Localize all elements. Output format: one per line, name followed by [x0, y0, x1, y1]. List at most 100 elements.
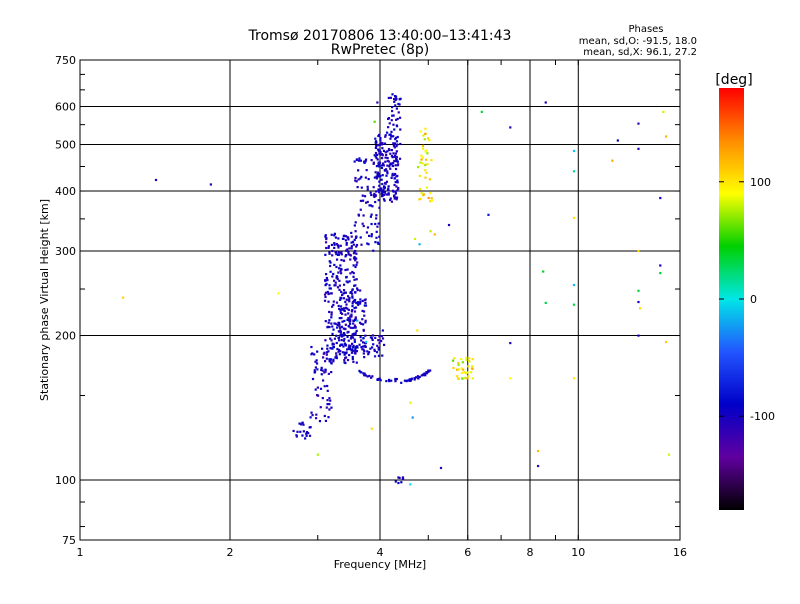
colorbar-tick-label: -100: [750, 410, 775, 423]
data-point: [354, 349, 357, 352]
data-point: [360, 186, 363, 189]
data-point: [346, 295, 350, 298]
data-point: [393, 100, 396, 103]
data-point: [398, 116, 402, 119]
data-point: [366, 188, 369, 191]
data-point: [340, 325, 344, 328]
data-point: [352, 345, 355, 349]
data-point: [367, 234, 371, 238]
data-point: [464, 376, 467, 380]
data-point: [341, 293, 344, 297]
data-point: [277, 292, 280, 295]
data-point: [368, 374, 371, 378]
data-point: [392, 152, 395, 155]
data-point: [375, 164, 379, 168]
data-point: [328, 402, 331, 406]
data-point: [314, 360, 317, 363]
data-point: [341, 320, 344, 323]
data-point: [345, 298, 348, 301]
data-point: [413, 237, 417, 241]
data-point: [344, 352, 348, 355]
data-point: [394, 97, 397, 100]
data-point: [374, 222, 377, 226]
data-point: [351, 296, 354, 299]
y-tick-label: 600: [55, 101, 76, 114]
data-point: [327, 246, 330, 249]
data-point: [384, 134, 387, 137]
data-point: [339, 329, 342, 332]
data-point: [344, 306, 348, 309]
data-point: [333, 279, 336, 282]
data-point: [326, 290, 329, 294]
data-point: [350, 335, 353, 338]
data-point: [347, 238, 350, 241]
data-point: [353, 300, 356, 303]
data-point: [420, 191, 423, 195]
data-point: [336, 323, 339, 327]
data-point: [339, 308, 343, 311]
data-point: [356, 288, 359, 292]
data-point: [354, 347, 357, 351]
data-point: [426, 137, 430, 140]
data-point: [387, 117, 390, 121]
data-point: [542, 270, 545, 273]
data-point: [350, 291, 353, 294]
data-point: [345, 253, 348, 257]
data-point: [487, 213, 490, 216]
data-point: [544, 301, 547, 305]
data-point: [349, 337, 353, 340]
data-point: [377, 162, 380, 166]
data-point: [364, 319, 367, 322]
data-point: [370, 193, 373, 197]
data-point: [386, 164, 389, 167]
data-point: [377, 346, 380, 349]
data-point: [331, 332, 334, 336]
data-point: [403, 379, 407, 382]
data-point: [362, 214, 365, 217]
data-point: [395, 136, 398, 140]
x-tick-label: 1: [77, 546, 84, 559]
data-point: [387, 378, 391, 382]
data-point: [351, 355, 354, 359]
data-point: [380, 335, 383, 338]
data-point: [328, 360, 331, 363]
data-point: [331, 254, 334, 257]
data-point: [572, 170, 576, 173]
data-point: [356, 319, 359, 322]
data-point: [347, 318, 350, 322]
data-point: [395, 155, 398, 159]
data-point: [351, 357, 354, 361]
data-point: [421, 147, 425, 150]
data-point: [375, 177, 379, 180]
data-point: [301, 434, 304, 437]
data-point: [381, 164, 384, 167]
data-point: [418, 243, 421, 246]
data-point: [316, 453, 319, 456]
data-point: [386, 189, 389, 192]
data-point: [425, 370, 428, 374]
data-point: [378, 165, 381, 168]
data-point: [367, 351, 371, 354]
data-point: [397, 111, 400, 114]
data-point: [355, 243, 359, 247]
data-point: [419, 161, 422, 164]
data-point: [342, 307, 346, 310]
data-point: [356, 346, 359, 349]
data-point: [416, 329, 419, 332]
data-point: [364, 334, 367, 337]
data-point: [354, 236, 358, 239]
data-point: [351, 326, 354, 330]
data-point: [339, 269, 342, 273]
data-point: [430, 199, 433, 202]
data-point: [355, 180, 358, 183]
data-point: [398, 476, 401, 480]
data-point: [389, 137, 392, 140]
data-point: [333, 322, 336, 325]
data-point: [355, 345, 358, 348]
data-point: [326, 399, 329, 402]
data-point: [352, 322, 355, 325]
data-point: [332, 345, 336, 349]
data-point: [361, 194, 364, 197]
data-point: [396, 135, 399, 139]
data-point: [376, 153, 379, 157]
